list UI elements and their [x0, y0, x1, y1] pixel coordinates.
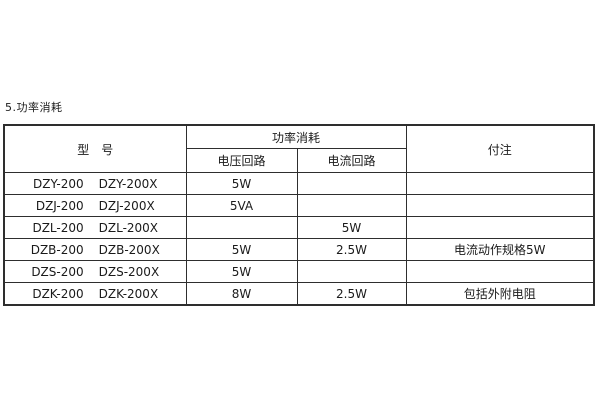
model-cell: DZL-200 DZL-200X [3, 216, 187, 239]
power-consumption-table: 型 号 功率消耗 付注 电压回路 电流回路 DZY-200 DZY-200X 5W… [3, 124, 596, 306]
model-name: DZB-200 [30, 242, 84, 257]
note-cell [405, 194, 595, 217]
model-cell: DZB-200 DZB-200X [3, 238, 187, 261]
voltage-cell: 5W [185, 172, 298, 195]
header-current-circuit: 电流回路 [296, 148, 407, 173]
current-cell [296, 172, 407, 195]
note-cell: 包括外附电阻 [405, 282, 595, 306]
note-cell [405, 216, 595, 239]
table-row: DZL-200 DZL-200X 5W [3, 216, 595, 239]
model-name: DZJ-200 [35, 198, 84, 213]
table-row: DZB-200 DZB-200X 5W 2.5W 电流动作规格5W [3, 238, 595, 261]
voltage-cell: 5VA [185, 194, 298, 217]
voltage-cell [185, 216, 298, 239]
note-cell [405, 172, 595, 195]
model-name-x: DZY-200X [98, 176, 158, 191]
model-name: DZL-200 [32, 220, 84, 235]
table-row: DZS-200 DZS-200X 5W [3, 260, 595, 283]
model-name-x: DZK-200X [98, 286, 159, 301]
table-header: 型 号 功率消耗 付注 电压回路 电流回路 [3, 124, 595, 173]
model-name-x: DZJ-200X [98, 198, 155, 213]
model-name-x: DZS-200X [98, 264, 160, 279]
section-title: 5.功率消耗 [5, 101, 63, 114]
voltage-cell: 5W [185, 238, 298, 261]
model-cell: DZY-200 DZY-200X [3, 172, 187, 195]
voltage-cell: 8W [185, 282, 298, 306]
current-cell [296, 260, 407, 283]
note-cell: 电流动作规格5W [405, 238, 595, 261]
header-model: 型 号 [3, 124, 187, 173]
table-row: DZJ-200 DZJ-200X 5VA [3, 194, 595, 217]
model-cell: DZK-200 DZK-200X [3, 282, 187, 306]
model-name: DZK-200 [32, 286, 84, 301]
table-row: DZY-200 DZY-200X 5W [3, 172, 595, 195]
current-cell: 2.5W [296, 238, 407, 261]
current-cell [296, 194, 407, 217]
header-voltage-circuit: 电压回路 [185, 148, 298, 173]
model-name-x: DZB-200X [98, 242, 160, 257]
header-notes: 付注 [405, 124, 595, 173]
model-name: DZY-200 [33, 176, 84, 191]
model-name: DZS-200 [31, 264, 84, 279]
voltage-cell: 5W [185, 260, 298, 283]
model-cell: DZS-200 DZS-200X [3, 260, 187, 283]
table-body: DZY-200 DZY-200X 5W DZJ-200 DZJ-200X 5VA D… [3, 172, 595, 306]
table-row: DZK-200 DZK-200X 8W 2.5W 包括外附电阻 [3, 282, 595, 306]
model-cell: DZJ-200 DZJ-200X [3, 194, 187, 217]
header-power-group: 功率消耗 [185, 124, 407, 149]
current-cell: 5W [296, 216, 407, 239]
model-name-x: DZL-200X [98, 220, 159, 235]
current-cell: 2.5W [296, 282, 407, 306]
note-cell [405, 260, 595, 283]
